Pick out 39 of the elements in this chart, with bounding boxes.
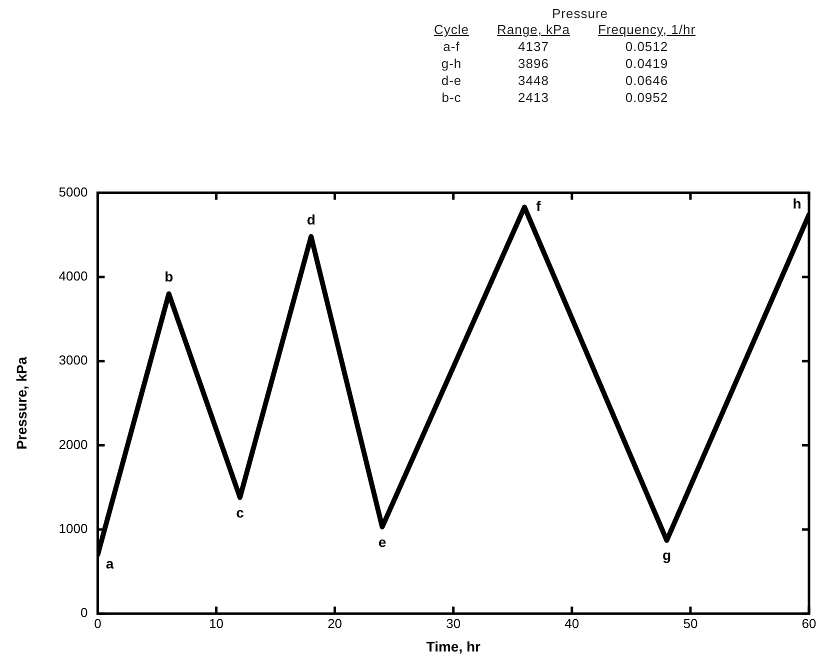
text: 0.0512 (624, 38, 670, 55)
y-tick-label: 3000 (58, 352, 88, 368)
x-tick-label: 30 (446, 616, 461, 631)
annotation: d (306, 211, 316, 228)
y-tick-label: 5000 (58, 184, 88, 200)
annotation: a (106, 556, 114, 572)
annotation: b (164, 268, 174, 285)
text: Range, kPa (496, 21, 571, 38)
text: Cycle (433, 21, 470, 38)
x-tick-label: 40 (564, 616, 580, 631)
text: 2413 (517, 89, 550, 106)
text: b-c (440, 89, 462, 106)
x-axis-title: Time, hr (426, 638, 482, 654)
text: g-h (440, 55, 463, 72)
text: Pressure (550, 6, 610, 21)
text: Frequency, 1/hr (596, 21, 697, 38)
x-tick-label: 0 (94, 616, 102, 631)
text: d-e (440, 72, 463, 89)
y-tick-label: 0 (80, 605, 88, 620)
y-tick-label: 2000 (58, 436, 88, 452)
annotation: h (792, 196, 802, 212)
annotation: e (378, 534, 386, 550)
text: 0.0646 (624, 72, 670, 89)
text: 0.0952 (624, 89, 670, 106)
text: 3896 (517, 55, 550, 72)
text: 3448 (517, 72, 550, 89)
annotation: g (662, 547, 672, 564)
annotation: f (536, 198, 542, 214)
x-tick-label: 50 (683, 616, 698, 631)
y-tick-label: 1000 (58, 521, 88, 536)
x-tick-label: 10 (209, 616, 224, 631)
y-axis-title: Pressure, kPa (13, 356, 30, 450)
text: 4137 (517, 38, 550, 55)
text: 0.0419 (624, 55, 670, 72)
text: a-f (442, 38, 461, 55)
x-tick-label: 60 (802, 616, 816, 631)
x-tick-label: 20 (328, 616, 342, 631)
y-tick-label: 4000 (58, 268, 88, 284)
annotation: c (236, 504, 244, 520)
